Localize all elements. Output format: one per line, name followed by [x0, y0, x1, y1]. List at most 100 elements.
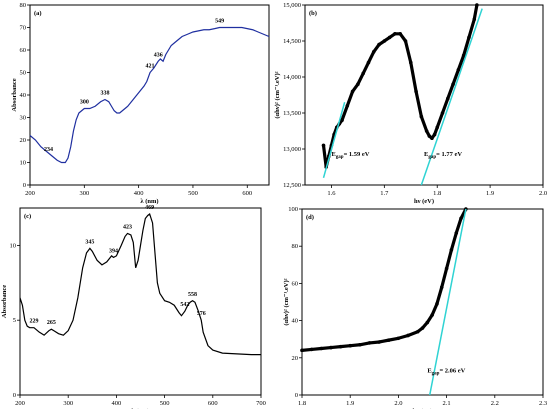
data-point [377, 340, 381, 344]
data-point [415, 329, 420, 334]
y-tick-label: 12,500 [283, 182, 301, 189]
x-tick-label: 200 [25, 190, 35, 197]
x-tick-label: 2.3 [539, 400, 547, 407]
data-point [424, 129, 429, 133]
y-tick-label: 0 [295, 392, 298, 399]
peak-label: 542 [180, 302, 189, 308]
peak-label: 576 [197, 311, 206, 317]
linear-fit-line [322, 101, 346, 179]
data-point [321, 143, 326, 148]
data-point [367, 341, 372, 345]
linear-fit-line [420, 8, 483, 186]
y-tick-label: 13,000 [283, 146, 301, 153]
linear-fit-line [428, 208, 467, 396]
data-point [396, 336, 401, 341]
y-tick-label: 13,500 [283, 110, 301, 117]
y-tick-label: 15,000 [283, 2, 301, 9]
x-tick-label: 1.6 [327, 190, 336, 197]
series-line [19, 212, 261, 356]
data-point [440, 111, 445, 115]
x-tick-label: 300 [63, 400, 73, 407]
data-point [456, 68, 461, 72]
x-axis-title: λ (nm) [140, 198, 158, 205]
x-tick-label: 2.0 [539, 190, 547, 197]
data-point [425, 320, 430, 325]
y-tick-label: 30 [20, 115, 27, 122]
data-point [449, 248, 454, 252]
y-axis-title: (αhν)² (cm⁻¹.eV)² [283, 278, 290, 325]
data-point [408, 60, 413, 65]
y-tick-label: 70 [20, 25, 27, 32]
data-point [340, 118, 344, 122]
panel-b: 1.6 1.7 1.8 1.9 2.0 12,500 13,000 13,500 14,000 1… [274, 2, 547, 205]
y-tick-label: 10 [10, 242, 17, 249]
data-point [393, 32, 397, 36]
data-point [377, 42, 381, 47]
data-point [414, 89, 418, 94]
data-point [338, 344, 343, 349]
peak-label: 423 [123, 224, 132, 230]
data-point [345, 104, 350, 108]
data-point [439, 285, 444, 289]
y-tick-label: 14,000 [283, 74, 301, 81]
data-point [386, 338, 391, 342]
plot-area [304, 4, 544, 186]
band-gap-label: Egap= 1.59 eV [331, 151, 369, 160]
y-tick-label: 60 [20, 47, 27, 54]
x-tick-label: 2.0 [394, 400, 402, 407]
y-tick-label: 20 [20, 137, 27, 144]
data-point [475, 3, 479, 7]
panel-c: 2003004005006007000510λ (nm)Absorbance(c… [1, 205, 266, 409]
plot-area [301, 208, 544, 396]
peak-label: 421 [146, 64, 155, 70]
peak-label: 558 [188, 292, 197, 298]
x-tick-label: 1.9 [346, 400, 354, 407]
peak-label: 229 [29, 319, 38, 325]
panel-label: (b) [309, 10, 317, 17]
data-point [472, 17, 477, 22]
plot-area [29, 4, 270, 186]
series-line [29, 26, 270, 164]
y-tick-label: 0 [23, 182, 26, 189]
data-point [366, 60, 371, 65]
x-tick-label: 500 [188, 190, 198, 197]
peak-label: 234 [44, 147, 53, 153]
y-tick-label: 100 [288, 206, 298, 213]
peak-label: 469 [145, 205, 154, 211]
panel-d: 1.81.92.02.12.22.3020406080100hν (eV)(αh… [283, 206, 547, 409]
y-tick-label: 14,500 [283, 38, 301, 45]
y-tick-label: 0 [13, 392, 16, 399]
data-point [427, 134, 432, 138]
data-point [329, 345, 333, 350]
x-tick-label: 400 [112, 400, 122, 407]
data-point [358, 342, 362, 347]
data-point [387, 35, 392, 40]
data-point [309, 347, 314, 352]
data-point [356, 82, 360, 86]
data-point [382, 39, 387, 43]
data-point [430, 313, 434, 317]
data-point [432, 132, 437, 137]
y-axis-title: Absorbance [11, 78, 18, 111]
peak-label: 345 [85, 239, 94, 245]
y-tick-label: 60 [292, 280, 299, 287]
peak-label: 436 [154, 52, 163, 58]
y-tick-label: 20 [292, 355, 299, 362]
data-point [319, 346, 324, 351]
data-point [467, 35, 471, 40]
data-point [435, 302, 439, 306]
plot-area [19, 207, 262, 396]
peak-label: 300 [80, 100, 89, 106]
panel-label: (a) [34, 10, 42, 17]
y-tick-label: 5 [13, 317, 16, 324]
band-gap-label: Egap= 2.06 eV [427, 368, 465, 377]
data-point [300, 348, 304, 353]
x-tick-label: 600 [208, 400, 218, 407]
data-point [350, 89, 355, 94]
data-point [430, 136, 434, 140]
x-tick-label: 600 [242, 190, 252, 197]
data-point [361, 71, 365, 76]
data-point [371, 50, 376, 54]
data-point [451, 82, 455, 86]
